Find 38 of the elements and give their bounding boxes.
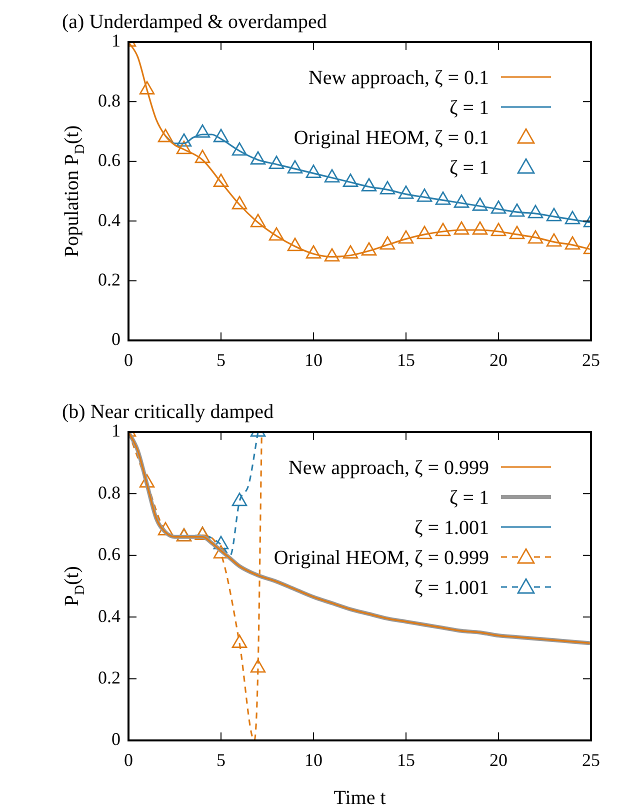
legend-label: Original HEOM, ζ = 0.1 [294,127,490,149]
legend-label: ζ = 1.001 [414,577,489,599]
x-tick-label: 25 [582,750,600,770]
x-axis-title: Time t [334,787,386,809]
y-tick-label: 0 [112,729,120,750]
y-tick-label: 0.2 [98,667,120,688]
x-tick-label: 5 [216,750,226,770]
x-tick-label: 10 [304,750,322,770]
legend-label: ζ = 1 [449,157,489,179]
y-tick-label: 0.8 [98,90,120,110]
legend-label: ζ = 1 [449,97,489,119]
x-tick-label: 20 [490,750,508,770]
y-axis-title: Population PD(t) [61,125,88,258]
legend-label: Original HEOM, ζ = 0.999 [274,547,490,569]
x-tick-label: 20 [490,350,508,370]
x-tick-label: 15 [397,750,415,770]
y-tick-label: 0.6 [98,150,120,170]
chart-title: (a) Underdamped & overdamped [62,11,327,33]
y-tick-label: 1 [112,420,120,441]
y-tick-label: 0.2 [98,269,120,290]
legend-label: New approach, ζ = 0.999 [288,457,490,479]
y-tick-label: 0.4 [98,606,120,626]
x-tick-label: 0 [124,350,133,370]
y-tick-label: 1 [112,30,120,51]
y-tick-label: 0.8 [98,482,120,502]
y-tick-label: 0.4 [98,210,120,230]
y-tick-label: 0 [112,329,120,350]
x-tick-label: 0 [124,750,133,770]
legend-label: New approach, ζ = 0.1 [308,67,490,89]
x-tick-label: 15 [397,350,415,370]
x-tick-label: 5 [216,350,226,370]
x-tick-label: 25 [582,350,600,370]
x-tick-label: 10 [304,350,322,370]
chart-title: (b) Near critically damped [62,401,274,423]
y-tick-label: 0.6 [98,544,120,564]
legend-label: ζ = 1 [449,487,489,509]
legend-label: ζ = 1.001 [414,517,489,539]
y-axis-title: PD(t) [61,566,88,606]
